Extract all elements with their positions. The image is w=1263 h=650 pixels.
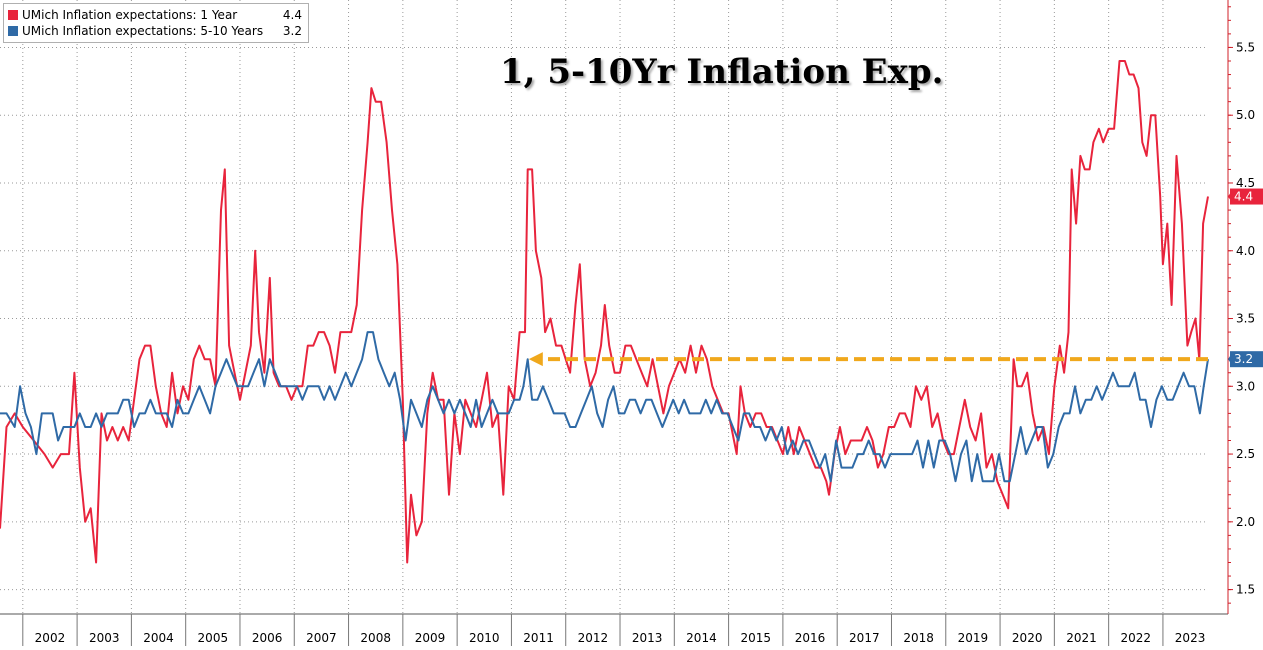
y-tick-label: 2.5 [1236, 447, 1255, 461]
legend-swatch-1yr [8, 10, 18, 20]
x-tick-label: 2009 [415, 631, 446, 645]
x-tick-label: 2015 [740, 631, 771, 645]
x-tick-label: 2010 [469, 631, 500, 645]
x-tick-label: 2016 [795, 631, 826, 645]
x-tick-label: 2014 [686, 631, 717, 645]
last-value-tag-bg [1230, 351, 1263, 368]
y-tick-label: 5.0 [1236, 108, 1255, 122]
x-tick-label: 2003 [89, 631, 120, 645]
x-tick-label: 2019 [958, 631, 989, 645]
series-line-5-10yr [0, 331, 1209, 483]
x-tick-label: 2005 [198, 631, 229, 645]
x-axis: 2002 2003 2004 2005 2006 2007 2008 2009 2010 2011… [0, 613, 1228, 646]
legend-entry: UMich Inflation expectations: 1 Year 4.4 [8, 7, 302, 23]
legend: UMich Inflation expectations: 1 Year 4.4… [3, 3, 309, 43]
legend-label: UMich Inflation expectations: 5-10 Years [22, 24, 264, 38]
x-tick-label: 2006 [252, 631, 283, 645]
y-tick-label: 4.0 [1236, 244, 1255, 258]
x-tick-label: 2004 [143, 631, 174, 645]
legend-entry: UMich Inflation expectations: 5-10 Years… [8, 23, 302, 39]
x-tick-label: 2007 [306, 631, 337, 645]
x-tick-label: 2018 [903, 631, 934, 645]
last-value-tag-pointer [1228, 190, 1232, 203]
x-tick-label: 2011 [523, 631, 554, 645]
x-tick-label: 2022 [1121, 631, 1152, 645]
legend-swatch-5-10yr [8, 26, 18, 36]
legend-last-value: 3.2 [282, 24, 302, 38]
last-value-tag: 4.4 [1228, 188, 1263, 205]
x-tick-label: 2017 [849, 631, 880, 645]
x-tick-label: 2002 [35, 631, 66, 645]
y-tick-label: 5.5 [1236, 40, 1255, 54]
series-lines [0, 60, 1209, 564]
series-line-1yr [0, 60, 1209, 564]
y-tick-label: 4.5 [1236, 176, 1255, 190]
chart-title: 1, 5-10Yr Inflation Exp. [500, 52, 944, 92]
y-axis: 1.5 2.0 2.5 3.0 3.5 4.0 4.5 5.0 5.5 [1227, 0, 1255, 614]
x-tick-label: 2021 [1066, 631, 1097, 645]
x-tick-label: 2008 [360, 631, 391, 645]
annotation-arrowhead [528, 352, 543, 367]
last-value-tag-bg [1230, 188, 1263, 205]
y-tick-label: 3.0 [1236, 379, 1255, 393]
legend-label: UMich Inflation expectations: 1 Year [22, 8, 238, 22]
last-value-labels: 4.4 3.2 [1228, 188, 1263, 368]
y-tick-label: 1.5 [1236, 583, 1255, 597]
last-value-tag: 3.2 [1228, 351, 1263, 368]
x-tick-label: 2020 [1012, 631, 1043, 645]
annotation-arrow [528, 352, 1208, 367]
y-tick-label: 2.0 [1236, 515, 1255, 529]
x-tick-label: 2012 [578, 631, 609, 645]
last-value-label: 4.4 [1234, 190, 1253, 204]
x-tick-label: 2023 [1175, 631, 1206, 645]
last-value-label: 3.2 [1234, 352, 1253, 366]
x-tick-label: 2013 [632, 631, 663, 645]
y-tick-label: 3.5 [1236, 312, 1255, 326]
last-value-tag-pointer [1228, 353, 1232, 366]
legend-last-value: 4.4 [282, 8, 302, 22]
